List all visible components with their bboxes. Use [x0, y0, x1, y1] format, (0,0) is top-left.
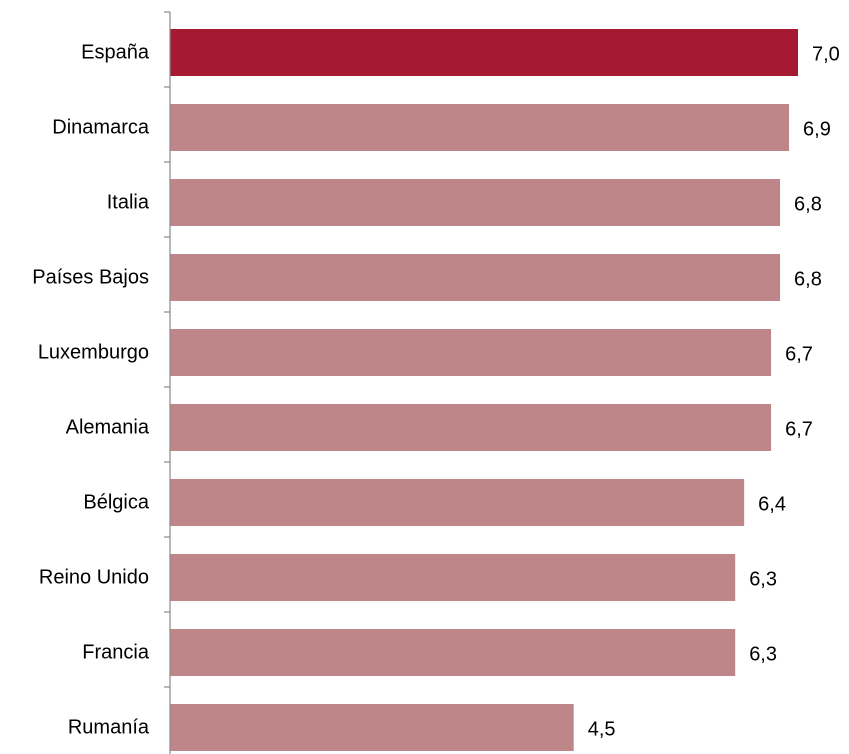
value-label: 6,9 [803, 119, 831, 141]
value-labels: 7,0 6,9 6,8 6,8 6,7 6,7 6,4 6,3 6,3 4,5 [588, 44, 840, 741]
bar [170, 104, 790, 151]
axis-ticks [164, 11, 170, 688]
bar [170, 179, 781, 226]
value-label: 6,4 [758, 494, 786, 516]
bar [170, 479, 745, 526]
bars [170, 29, 798, 751]
value-label: 6,3 [749, 644, 777, 666]
category-label: Reino Unido [39, 567, 149, 589]
value-label: 7,0 [812, 44, 840, 66]
category-label: Países Bajos [32, 267, 149, 289]
value-label: 6,7 [785, 344, 813, 366]
value-label: 4,5 [588, 719, 616, 741]
category-label: Italia [107, 192, 150, 214]
bar [170, 704, 574, 751]
category-label: Bélgica [83, 492, 149, 514]
category-label: Alemania [66, 417, 150, 439]
value-label: 6,7 [785, 419, 813, 441]
category-labels: España Dinamarca Italia Países Bajos Luxembu… [32, 42, 150, 739]
bar [170, 404, 772, 451]
category-label: Dinamarca [52, 117, 150, 139]
bar [170, 554, 736, 601]
category-label: Francia [82, 642, 150, 664]
bar [170, 329, 772, 376]
category-label: España [81, 42, 150, 64]
bar [170, 29, 798, 76]
value-label: 6,8 [794, 269, 822, 291]
bar [170, 254, 781, 301]
category-label: Luxemburgo [38, 342, 149, 364]
category-label: Rumanía [68, 717, 150, 739]
bar [170, 629, 736, 676]
value-label: 6,3 [749, 569, 777, 591]
value-label: 6,8 [794, 194, 822, 216]
